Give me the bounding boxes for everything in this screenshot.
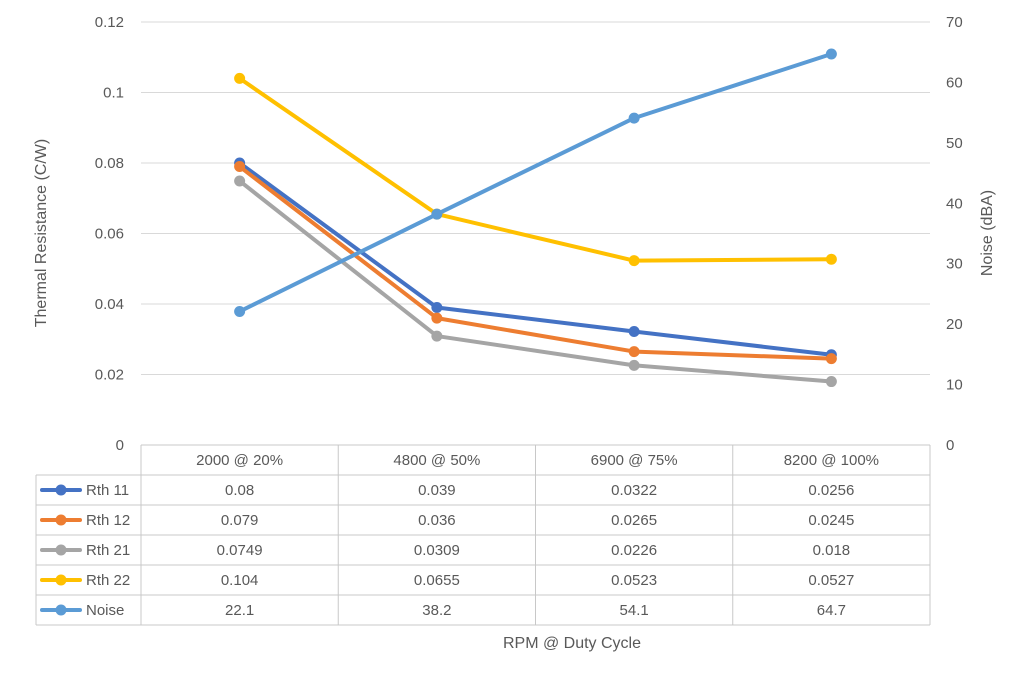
series-line-noise [237, 52, 834, 314]
table-cell-value: 0.018 [813, 542, 851, 559]
y-left-tick-label: 0 [116, 437, 124, 454]
data-point-noise [234, 305, 246, 317]
table-cell-value: 0.0256 [808, 482, 854, 499]
table-cell-value: 0.0265 [611, 512, 657, 529]
table-cell-value: 0.079 [221, 512, 259, 529]
data-point-rth-21 [431, 330, 443, 342]
y-right-tick-label: 0 [946, 437, 954, 454]
series-line-rth-12 [237, 164, 834, 361]
y-right-tick-label: 20 [946, 316, 963, 333]
legend-key-marker-noise [55, 604, 67, 616]
table-cell-value: 54.1 [620, 602, 649, 619]
y-left-tick-label: 0.1 [103, 85, 124, 102]
data-point-rth-11 [628, 325, 640, 337]
legend-label-rth-12: Rth 12 [86, 512, 130, 529]
y-left-tick-label: 0.06 [95, 226, 124, 243]
x-axis-title: RPM @ Duty Cycle [503, 635, 641, 652]
data-point-rth-11 [431, 302, 443, 314]
table-cell-value: 22.1 [225, 602, 254, 619]
data-point-noise [628, 112, 640, 124]
y-right-tick-label: 60 [946, 74, 963, 91]
y-right-tick-label: 70 [946, 14, 963, 31]
series-line-rth-11 [237, 161, 834, 357]
table-cell-value: 0.104 [221, 572, 259, 589]
data-point-rth-12 [825, 353, 837, 365]
table-cell-value: 38.2 [422, 602, 451, 619]
data-point-rth-12 [234, 161, 246, 173]
table-cell-value: 64.7 [817, 602, 846, 619]
legend-label-rth-11: Rth 11 [86, 482, 129, 499]
data-point-rth-22 [628, 255, 640, 267]
legend-label-rth-22: Rth 22 [86, 572, 130, 589]
y-right-tick-label: 50 [946, 135, 963, 152]
table-cell-value: 0.039 [418, 482, 456, 499]
y-left-tick-label: 0.02 [95, 367, 124, 384]
table-cell-value: 0.0523 [611, 572, 657, 589]
data-point-rth-21 [825, 376, 837, 388]
y-axis-left-title: Thermal Resistance (C/W) [33, 139, 50, 327]
data-point-rth-22 [825, 253, 837, 265]
legend-key-marker-rth-11 [55, 484, 67, 496]
category-label: 2000 @ 20% [196, 452, 283, 469]
table-cell-value: 0.0322 [611, 482, 657, 499]
data-point-rth-22 [234, 72, 246, 84]
data-table: 2000 @ 20% 4800 @ 50% 6900 @ 75% 8200 @ 100… [35, 444, 931, 626]
table-cell-value: 0.0245 [808, 512, 854, 529]
y-axis-left: 0 0.02 0.04 0.06 0.08 0.1 0.12 [95, 14, 124, 454]
table-cell-value: 0.0655 [414, 572, 460, 589]
y-left-tick-label: 0.12 [95, 14, 124, 31]
legend-label-rth-21: Rth 21 [86, 542, 130, 559]
y-left-tick-label: 0.04 [95, 296, 124, 313]
y-left-tick-label: 0.08 [95, 155, 124, 172]
legend-key-marker-rth-22 [55, 574, 67, 586]
data-point-rth-21 [628, 359, 640, 371]
legend-key-marker-rth-21 [55, 544, 67, 556]
category-label: 4800 @ 50% [393, 452, 480, 469]
legend-label-noise: Noise [86, 602, 124, 619]
table-cell-value: 0.08 [225, 482, 254, 499]
category-label: 6900 @ 75% [591, 452, 678, 469]
table-cell-value: 0.0749 [217, 542, 263, 559]
y-right-tick-label: 10 [946, 377, 963, 394]
series-line-rth-21 [237, 178, 834, 384]
data-point-noise [825, 48, 837, 60]
legend-key-marker-rth-12 [55, 514, 67, 526]
y-right-tick-label: 40 [946, 195, 963, 212]
series-lines [234, 48, 837, 388]
table-cell-value: 0.0226 [611, 542, 657, 559]
data-point-rth-12 [431, 312, 443, 324]
table-cell-value: 0.036 [418, 512, 456, 529]
y-axis-right-title: Noise (dBA) [979, 190, 996, 276]
y-right-tick-label: 30 [946, 256, 963, 273]
table-cell-value: 0.0309 [414, 542, 460, 559]
data-point-rth-12 [628, 346, 640, 358]
data-point-rth-21 [234, 175, 246, 187]
category-label: 8200 @ 100% [784, 452, 879, 469]
gridlines [141, 21, 930, 375]
series-line-rth-22 [237, 76, 834, 263]
y-axis-right: 0 10 20 30 40 50 60 70 [946, 14, 963, 454]
table-cell-value: 0.0527 [808, 572, 854, 589]
data-point-noise [431, 208, 443, 220]
